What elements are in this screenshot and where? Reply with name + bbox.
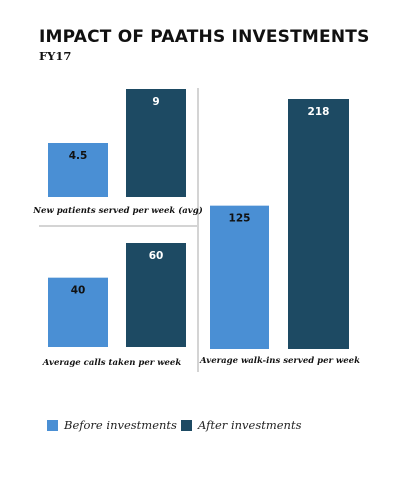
chart-subtitle: FY17 (39, 49, 72, 63)
data-label-after-1: 9 (152, 96, 159, 108)
axis-label-2: Average calls taken per week (42, 358, 182, 368)
bar-before-3 (210, 205, 269, 349)
legend-after-label: After investments (198, 418, 302, 432)
bar-before-1 (48, 143, 108, 197)
bar-after-1 (126, 89, 186, 197)
bar-before-2 (48, 277, 108, 347)
legend-after-swatch (181, 419, 192, 431)
data-label-after-2: 60 (149, 250, 164, 262)
data-label-before-1: 4.5 (69, 150, 88, 162)
bar-after-2 (126, 243, 186, 347)
chart-title: IMPACT OF PAATHS INVESTMENTS (39, 27, 370, 47)
data-label-before-3: 125 (229, 213, 251, 225)
data-label-after-3: 218 (308, 106, 330, 118)
legend-before: Before investments (47, 418, 177, 432)
data-label-before-2: 40 (71, 285, 86, 297)
legend-after: After investments (181, 418, 302, 432)
axis-label-1: New patients served per week (avg) (32, 205, 202, 216)
legend-before-label: Before investments (64, 418, 177, 432)
bar-after-3 (288, 99, 349, 349)
legend-before-swatch (47, 419, 58, 431)
axis-label-3: Average walk-ins served per week (199, 356, 360, 366)
